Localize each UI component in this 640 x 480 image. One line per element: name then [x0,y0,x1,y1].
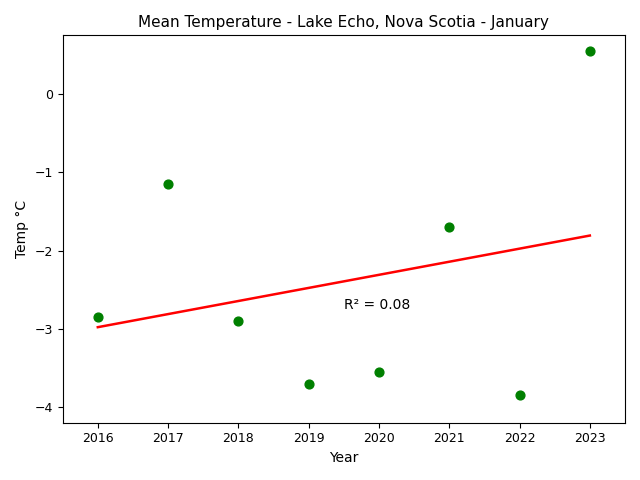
Point [233,317,243,325]
Point [585,47,595,55]
Point [515,392,525,399]
Text: R² = 0.08: R² = 0.08 [344,298,410,312]
Y-axis label: Temp °C: Temp °C [15,200,29,258]
Point [303,380,314,387]
Point [444,223,454,231]
Title: Mean Temperature - Lake Echo, Nova Scotia - January: Mean Temperature - Lake Echo, Nova Scoti… [138,15,549,30]
Point [374,368,384,376]
X-axis label: Year: Year [329,451,358,465]
Point [93,313,103,321]
Point [163,180,173,188]
